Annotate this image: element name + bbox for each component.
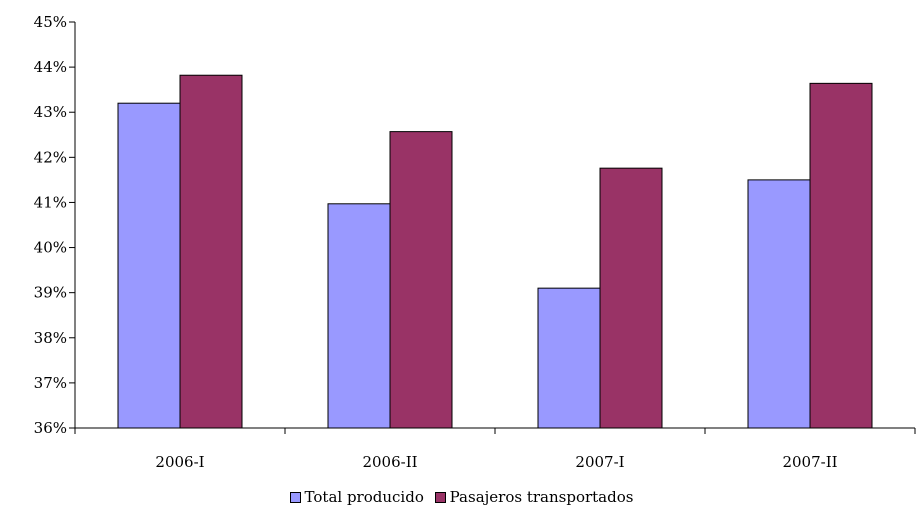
bar-total-producido-2006-ii bbox=[327, 203, 391, 429]
y-tick-label: 39% bbox=[34, 284, 67, 302]
bar-pasajeros-transportados-2006-i bbox=[179, 74, 243, 429]
bar-total-producido-2007-ii bbox=[747, 179, 811, 429]
y-tick-label: 37% bbox=[34, 374, 67, 392]
y-tick-label: 40% bbox=[34, 239, 67, 257]
legend-label-total-producido: Total producido bbox=[304, 488, 424, 506]
x-tick-label: 2007-II bbox=[782, 453, 837, 471]
bar-pasajeros-transportados-2006-ii bbox=[389, 131, 453, 429]
y-tick-label: 36% bbox=[34, 419, 67, 437]
x-tick-label: 2006-II bbox=[362, 453, 417, 471]
legend-item-total-producido: Total producido bbox=[289, 488, 424, 506]
bar-pasajeros-transportados-2007-ii bbox=[809, 82, 873, 429]
bar-pasajeros-transportados-2007-i bbox=[599, 167, 663, 429]
y-tick-label: 42% bbox=[34, 148, 67, 166]
x-tick-label: 2007-I bbox=[575, 453, 624, 471]
bars bbox=[117, 74, 873, 429]
y-tick-label: 45% bbox=[34, 13, 67, 31]
y-axis: 36% 37% 38% 39% 40% 41% 42% 43% 44% 45% bbox=[34, 13, 76, 437]
x-axis: 2006-I 2006-II 2007-I 2007-II bbox=[74, 427, 916, 471]
bar-total-producido-2007-i bbox=[537, 287, 601, 429]
legend-swatch-pasajeros-transportados bbox=[434, 491, 446, 503]
legend-swatch-total-producido bbox=[289, 491, 301, 503]
bar-total-producido-2006-i bbox=[117, 102, 181, 429]
legend-label-pasajeros-transportados: Pasajeros transportados bbox=[449, 488, 634, 506]
y-tick-label: 38% bbox=[34, 329, 67, 347]
y-tick-label: 44% bbox=[34, 58, 67, 76]
y-tick-label: 43% bbox=[34, 103, 67, 121]
y-tick-label: 41% bbox=[34, 193, 67, 211]
legend-item-pasajeros-transportados: Pasajeros transportados bbox=[434, 488, 634, 506]
legend: Total producido Pasajeros transportados bbox=[0, 488, 923, 507]
x-tick-label: 2006-I bbox=[155, 453, 204, 471]
